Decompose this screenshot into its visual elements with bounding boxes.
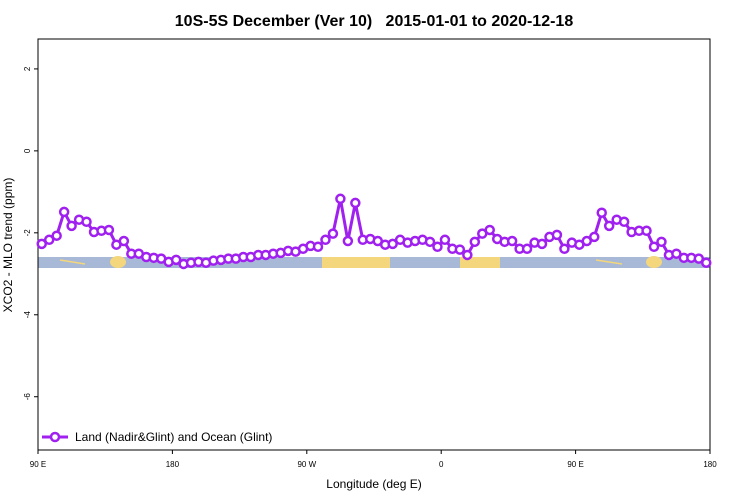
data-point: [618, 216, 630, 228]
data-point: [648, 241, 660, 253]
data-point: [671, 248, 682, 259]
data-point: [581, 235, 593, 247]
data-point: [43, 234, 55, 246]
data-point: [66, 220, 77, 232]
x-tick-label: 90 E: [30, 460, 46, 469]
data-point: [58, 206, 70, 218]
data-point: [432, 241, 443, 253]
data-point: [462, 249, 473, 261]
y-tick-label: 0: [23, 148, 32, 153]
data-point: [424, 236, 436, 248]
data-point: [327, 228, 339, 239]
y-tick-label: -4: [23, 311, 32, 319]
data-point: [454, 244, 466, 255]
data-point: [439, 234, 451, 246]
data-point: [656, 236, 667, 248]
legend: Land (Nadir&Glint) and Ocean (Glint): [42, 430, 272, 444]
data-point: [320, 234, 331, 246]
data-point: [596, 207, 607, 218]
x-tick-label: 90 W: [297, 460, 316, 469]
data-point: [350, 197, 361, 209]
x-tick-label: 0: [439, 460, 444, 469]
data-point: [521, 243, 533, 255]
data-point: [312, 241, 324, 253]
y-axis-label: XCO2 - MLO trend (ppm): [1, 178, 15, 313]
data-point: [589, 231, 600, 243]
legend-label: Land (Nadir&Glint) and Ocean (Glint): [75, 430, 272, 444]
data-point: [170, 254, 182, 266]
y-tick-label: -2: [23, 229, 32, 237]
data-point: [641, 225, 652, 237]
x-axis-label: Longitude (deg E): [326, 477, 421, 491]
data-point: [118, 235, 130, 247]
chart-title: 10S-5S December (Ver 10) 2015-01-01 to 2…: [175, 13, 574, 30]
map-strip: [38, 256, 710, 268]
data-point: [51, 230, 62, 241]
data-point: [387, 238, 398, 250]
data-point: [36, 238, 47, 250]
data-point: [335, 193, 346, 205]
data-point: [693, 253, 705, 264]
data-point: [469, 236, 481, 248]
data-point: [103, 224, 115, 236]
y-tick-label: -6: [23, 393, 32, 401]
data-point: [81, 216, 92, 228]
data-point: [701, 257, 712, 268]
data-point: [551, 229, 563, 241]
x-tick-label: 90 E: [567, 460, 583, 469]
data-point: [603, 220, 615, 232]
data-point: [484, 224, 495, 236]
y-tick-label: 2: [23, 66, 32, 71]
data-point: [536, 238, 548, 250]
data-point: [342, 235, 354, 247]
x-tick-label: 180: [166, 460, 180, 469]
data-point: [559, 243, 570, 255]
data-point: [506, 235, 518, 247]
x-tick-label: 180: [703, 460, 717, 469]
